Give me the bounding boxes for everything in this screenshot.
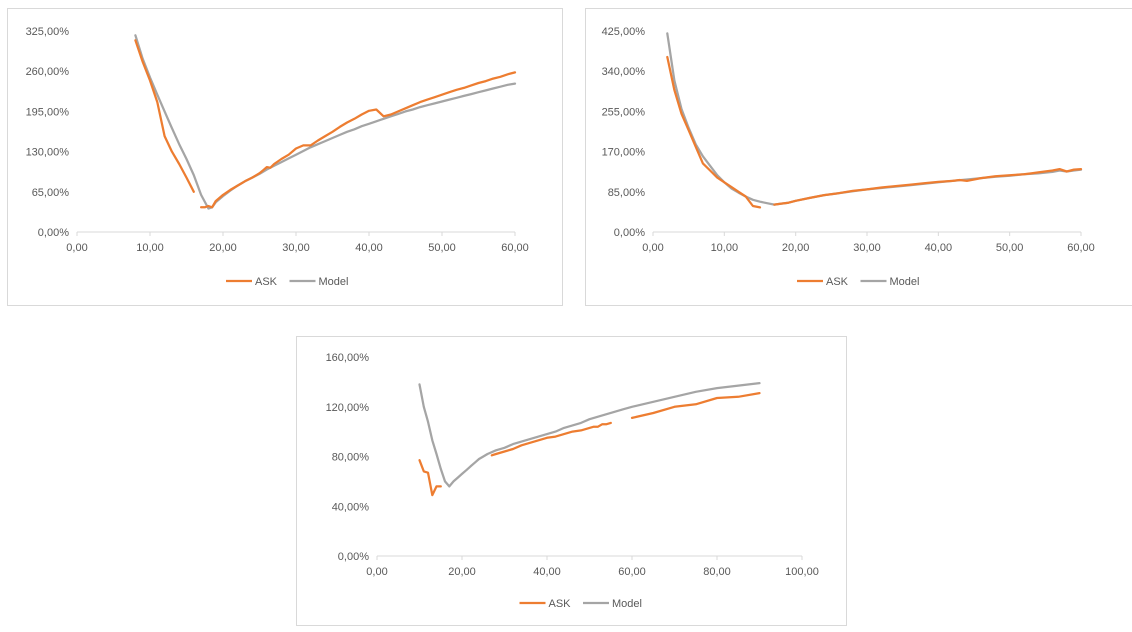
chart-3-y-tick-label: 120,00% [326,402,370,414]
chart-1-x-tick-label: 30,00 [282,242,310,254]
chart-1-y-tick-label: 65,00% [32,187,70,199]
chart-3-y-tick-label: 0,00% [338,551,369,563]
chart-1-legend-label-ask: ASK [255,276,278,288]
chart-panel-3: 0,00 20,00 40,00 60,00 80,00 100,00 0,00% 40,00… [296,336,847,626]
chart-panel-2: 0,00 10,00 20,00 30,00 40,00 50,00 60,00 0,00% 8… [585,8,1132,306]
chart-3-x-tick-label: 100,00 [785,566,819,578]
chart-1-y-tick-label: 260,00% [26,66,70,78]
chart-2-x-tick-label: 30,00 [853,242,881,254]
chart-1-series-model-line [134,34,517,210]
chart-2-y-tick-label: 85,00% [608,187,646,199]
chart-1-y-tick-label: 0,00% [38,227,69,239]
chart-1-y-tick-label: 325,00% [26,26,70,38]
chart-3-y-tick-label: 80,00% [332,452,370,464]
chart-2-series-model-line [666,32,1083,206]
chart-3-svg: 0,00 20,00 40,00 60,00 80,00 100,00 0,00% 40,00… [326,352,819,610]
chart-1-y-tick-label: 195,00% [26,106,70,118]
chart-1-x-tick-label: 10,00 [136,242,164,254]
chart-2-y-tick-label: 0,00% [614,227,645,239]
chart-2-x-tick-label: 0,00 [642,242,663,254]
chart-3-x-tick-label: 0,00 [366,566,387,578]
chart-2-x-tick-label: 20,00 [782,242,810,254]
chart-2-series-ask-line [666,55,762,209]
chart-2-x-tick-label: 40,00 [925,242,953,254]
chart-2-series-ask-line [773,167,1083,206]
chart-1-y-tick-label: 130,00% [26,147,70,159]
chart-1-x-tick-label: 60,00 [501,242,529,254]
chart-1-x-tick-label: 20,00 [209,242,237,254]
chart-3-series-ask-line [630,391,761,420]
chart-2-x-tick-label: 10,00 [711,242,739,254]
chart-1-x-tick-label: 0,00 [66,242,87,254]
chart-1-series-ask-line [134,39,195,193]
chart-2-legend-label-model: Model [890,276,920,288]
chart-1-series-ask-line [199,71,517,209]
chart-2-y-tick-label: 255,00% [602,106,646,118]
chart-2-legend-label-ask: ASK [826,276,849,288]
chart-1-svg: 0,00 10,00 20,00 30,00 40,00 50,00 60,00 0,00% 6… [26,26,529,288]
chart-2-x-tick-label: 50,00 [996,242,1024,254]
chart-3-legend-label-ask: ASK [549,598,572,610]
chart-2-svg: 0,00 10,00 20,00 30,00 40,00 50,00 60,00 0,00% 8… [602,26,1095,288]
chart-3-x-tick-label: 60,00 [618,566,646,578]
chart-3-x-tick-label: 20,00 [448,566,476,578]
chart-3-x-tick-label: 80,00 [703,566,731,578]
chart-3-series-ask-line [490,421,612,457]
chart-2-y-tick-label: 170,00% [602,147,646,159]
chart-3-y-tick-label: 160,00% [326,352,370,364]
chart-3-series-ask-line [418,459,442,497]
chart-3-legend-label-model: Model [612,598,642,610]
chart-1-x-tick-label: 50,00 [428,242,456,254]
chart-2-y-tick-label: 340,00% [602,66,646,78]
chart-2-x-tick-label: 60,00 [1067,242,1095,254]
chart-1-legend-label-model: Model [319,276,349,288]
chart-3-y-tick-label: 40,00% [332,501,370,513]
chart-1-x-tick-label: 40,00 [355,242,383,254]
chart-3-series-model-line [418,381,761,488]
chart-panel-1: 0,00 10,00 20,00 30,00 40,00 50,00 60,00 0,00% 6… [7,8,563,306]
chart-2-y-tick-label: 425,00% [602,26,646,38]
chart-3-x-tick-label: 40,00 [533,566,561,578]
